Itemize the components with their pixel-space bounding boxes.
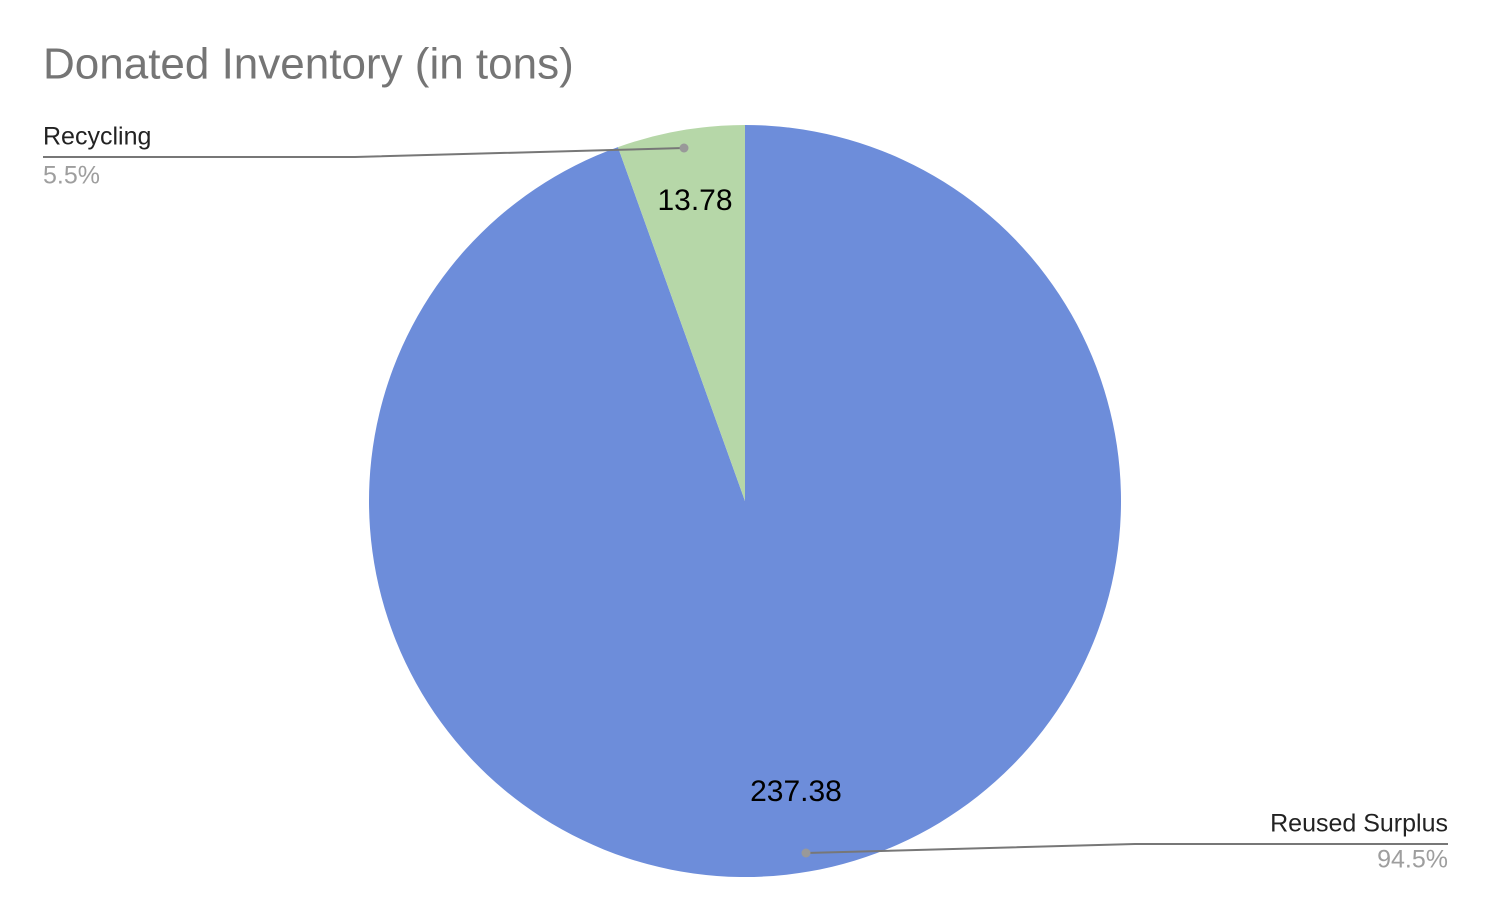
value-label: 237.38 bbox=[750, 775, 842, 808]
percent-label: 94.5% bbox=[1377, 846, 1448, 874]
chart-title: Donated Inventory (in tons) bbox=[43, 40, 574, 89]
slice-label: Recycling bbox=[43, 123, 151, 151]
leader-dot bbox=[801, 848, 811, 858]
value-label: 13.78 bbox=[657, 184, 732, 217]
pie-slice bbox=[368, 125, 1121, 877]
leader-dot bbox=[679, 143, 689, 153]
percent-label: 5.5% bbox=[43, 162, 100, 190]
leader-line bbox=[43, 147, 685, 158]
pie-slice bbox=[617, 125, 745, 501]
slice-label: Reused Surplus bbox=[1270, 810, 1448, 838]
leader-line bbox=[805, 843, 1448, 854]
